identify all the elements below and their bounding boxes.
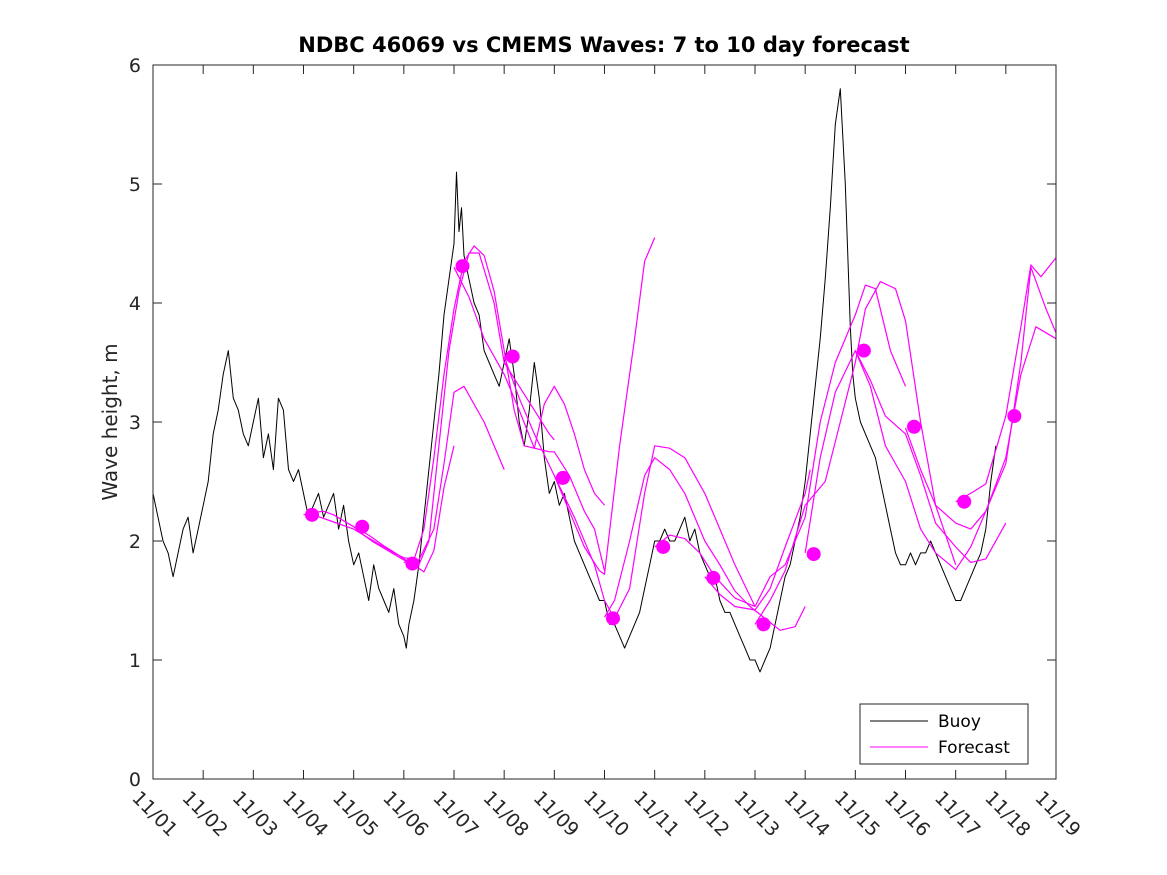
- legend-forecast-label: Forecast: [938, 738, 1010, 758]
- forecast-marker-6: [606, 611, 621, 626]
- forecast-marker-13: [957, 494, 972, 509]
- forecast-marker-11: [856, 343, 871, 358]
- tick-marks: [152, 64, 1057, 780]
- chart-title: NDBC 46069 vs CMEMS Waves: 7 to 10 day f…: [298, 33, 909, 57]
- forecast-run-line-13: [904, 266, 1057, 530]
- forecast-run-line-0: [303, 445, 455, 573]
- forecast-marker-12: [907, 419, 922, 434]
- y-axis-label: Wave height, m: [98, 343, 122, 500]
- forecast-run-line-3: [403, 245, 605, 563]
- forecast-marker-0: [305, 507, 320, 522]
- buoy-series-line: [152, 88, 997, 673]
- axes-frame: [152, 64, 1057, 780]
- forecast-run-line-6: [553, 445, 756, 620]
- forecast-run-line-12: [854, 326, 1057, 571]
- y-tick-label-3: 3: [129, 412, 141, 434]
- forecast-run-line-8: [654, 284, 907, 608]
- y-tick-label-5: 5: [129, 174, 141, 196]
- forecast-run-line-1: [313, 385, 505, 561]
- forecast-marker-1: [355, 519, 370, 534]
- forecast-marker-14: [1007, 409, 1022, 424]
- plot-area: [152, 88, 1057, 673]
- forecast-run-line-14: [955, 257, 1057, 503]
- y-tick-label-4: 4: [129, 293, 141, 315]
- legend-box: [859, 703, 1029, 765]
- forecast-run-line-2: [353, 252, 555, 566]
- y-tick-label-2: 2: [129, 531, 141, 553]
- forecast-marker-5: [555, 470, 570, 485]
- legend: Buoy Forecast: [859, 703, 1029, 765]
- forecast-run-line-9: [704, 469, 811, 611]
- forecast-marker-9: [756, 617, 771, 632]
- forecast-marker-3: [455, 259, 470, 274]
- y-tick-label-1: 1: [129, 650, 141, 672]
- y-tick-label-6: 6: [129, 55, 141, 77]
- legend-buoy-label: Buoy: [938, 712, 981, 732]
- forecast-run-line-7: [603, 457, 806, 631]
- forecast-marker-4: [505, 349, 520, 364]
- forecast-marker-2: [405, 556, 420, 571]
- forecast-marker-10: [806, 547, 821, 562]
- forecast-run-line-11: [804, 350, 1007, 564]
- y-tick-label-0: 0: [129, 769, 141, 791]
- forecast-marker-8: [706, 570, 721, 585]
- y-tick-labels: 0 1 2 3 4 5 6: [129, 55, 141, 791]
- forecast-run-line-10: [754, 281, 957, 625]
- forecast-marker-7: [656, 539, 671, 554]
